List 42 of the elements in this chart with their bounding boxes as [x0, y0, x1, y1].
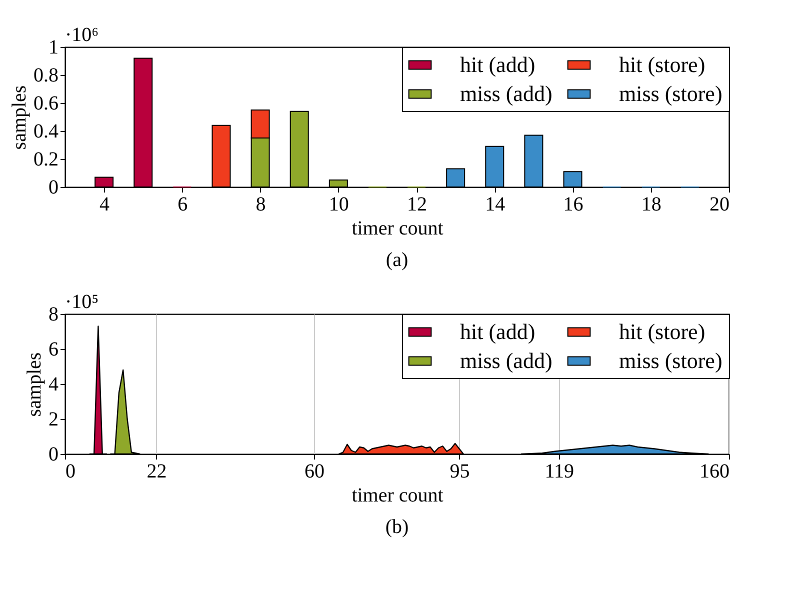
- y-tick-label: 0.8: [34, 64, 58, 86]
- legend-label: hit (add): [460, 52, 536, 77]
- y-tick-label: 8: [48, 304, 58, 326]
- x-tick-label: 22: [146, 460, 167, 482]
- legend-label: miss (add): [460, 81, 552, 106]
- x-tick-label: 0: [66, 460, 76, 482]
- y-tick-label: 6: [48, 338, 58, 360]
- legend-label: hit (store): [619, 319, 706, 344]
- text: ·10⁵: [65, 291, 99, 313]
- x-tick-label: 8: [256, 194, 266, 216]
- x-tick-label: 60: [304, 460, 324, 482]
- text: (b): [385, 516, 409, 538]
- x-tick-label: 14: [485, 194, 506, 216]
- legend-label: hit (store): [619, 52, 706, 77]
- x-tick-label: 20: [710, 194, 730, 216]
- legend-label: miss (add): [460, 348, 552, 373]
- x-tick-label: 119: [544, 460, 574, 482]
- x-tick-label: 6: [178, 194, 188, 216]
- legend-label: miss (store): [619, 81, 722, 106]
- x-tick-label: 12: [407, 194, 428, 216]
- x-tick-label: 95: [450, 460, 470, 482]
- x-tick-label: 160: [700, 460, 730, 482]
- y-tick-label: 0: [48, 444, 58, 466]
- text: (a): [386, 249, 408, 271]
- x-tick-label: 18: [641, 194, 662, 216]
- x-axis-title: timer count: [352, 218, 444, 240]
- y-tick-label: 0.4: [34, 120, 58, 142]
- legend-label: miss (store): [619, 348, 722, 373]
- x-tick-label: 10: [328, 194, 349, 216]
- x-tick-label: 4: [100, 194, 110, 216]
- y-tick-label: 4: [48, 374, 58, 396]
- y-tick-label: 2: [48, 408, 58, 430]
- y-tick-label: 0: [48, 176, 58, 198]
- x-axis-title: timer count: [352, 484, 444, 506]
- y-axis-title: samples: [24, 352, 46, 417]
- legend-label: hit (add): [460, 319, 536, 344]
- y-tick-label: 1: [48, 36, 58, 58]
- x-tick-label: 16: [563, 194, 584, 216]
- y-tick-label: 0.2: [34, 148, 58, 170]
- y-tick-label: 0.6: [34, 92, 58, 114]
- text: ·10⁶: [65, 24, 99, 46]
- y-axis-title: samples: [8, 85, 30, 150]
